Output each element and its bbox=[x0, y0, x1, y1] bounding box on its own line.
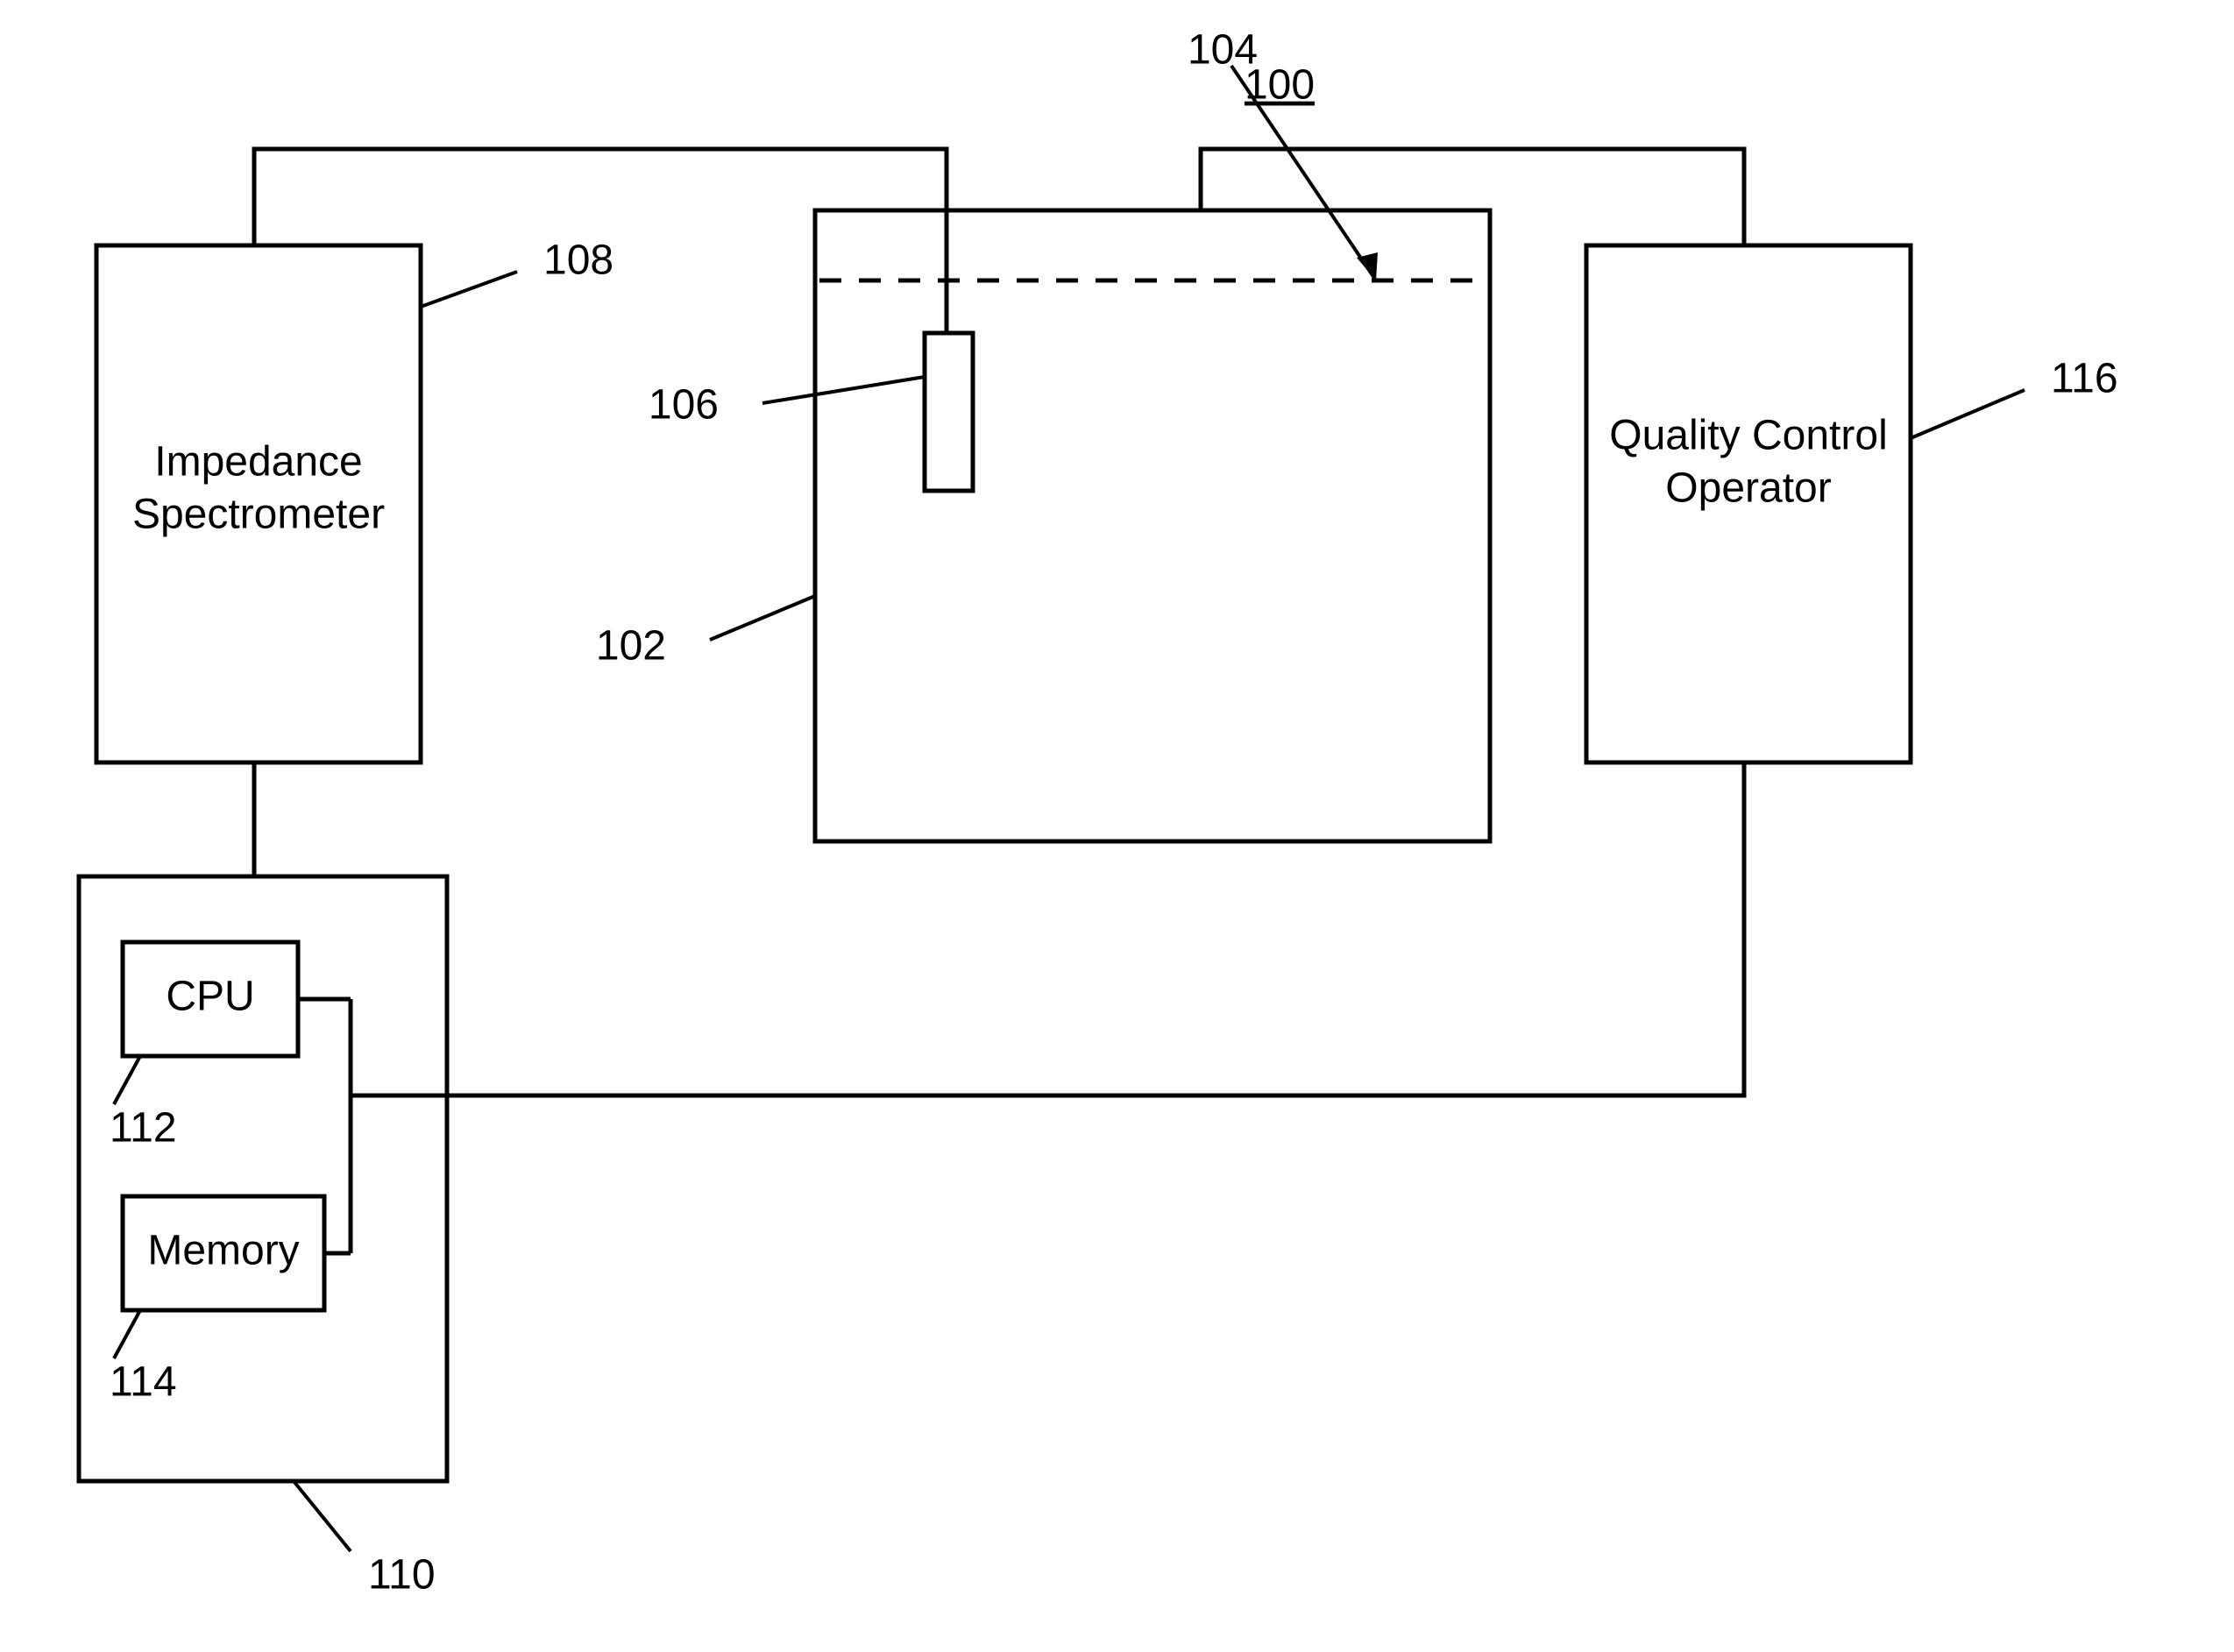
leaders-group bbox=[114, 66, 2025, 1551]
ref-116: 116 bbox=[2051, 356, 2118, 402]
cpu-label: CPU bbox=[166, 974, 254, 1020]
ref-114: 114 bbox=[110, 1359, 177, 1406]
tank-block bbox=[815, 210, 1490, 841]
wire-computer-to-qco bbox=[351, 762, 1744, 1095]
wires-group bbox=[254, 149, 1744, 1253]
ref-108: 108 bbox=[543, 238, 613, 284]
leader-112 bbox=[114, 1056, 140, 1104]
ref-106: 106 bbox=[649, 382, 719, 429]
labels-group: 100 Impedance Spectrometer Quality Contr… bbox=[110, 27, 2118, 1599]
spectrometer-label-1: Impedance bbox=[154, 439, 363, 486]
qco-label-1: Quality Control bbox=[1609, 413, 1887, 459]
leader-114 bbox=[114, 1310, 140, 1358]
probe-block bbox=[925, 333, 973, 491]
leader-102 bbox=[710, 596, 815, 640]
wire-qco-to-tank bbox=[1201, 149, 1744, 245]
system-block-diagram: 100 Impedance Spectrometer Quality Contr… bbox=[0, 0, 2234, 1652]
ref-102: 102 bbox=[596, 623, 666, 670]
ref-112: 112 bbox=[110, 1105, 177, 1152]
ref-110: 110 bbox=[368, 1552, 436, 1599]
ref-104: 104 bbox=[1188, 27, 1258, 74]
leader-108 bbox=[421, 272, 517, 307]
qco-label-2: Operator bbox=[1665, 465, 1831, 512]
leader-106 bbox=[762, 377, 925, 403]
leader-110 bbox=[294, 1481, 351, 1551]
leader-116 bbox=[1911, 390, 2025, 438]
memory-label: Memory bbox=[147, 1228, 299, 1274]
spectrometer-label-2: Spectrometer bbox=[132, 492, 385, 538]
